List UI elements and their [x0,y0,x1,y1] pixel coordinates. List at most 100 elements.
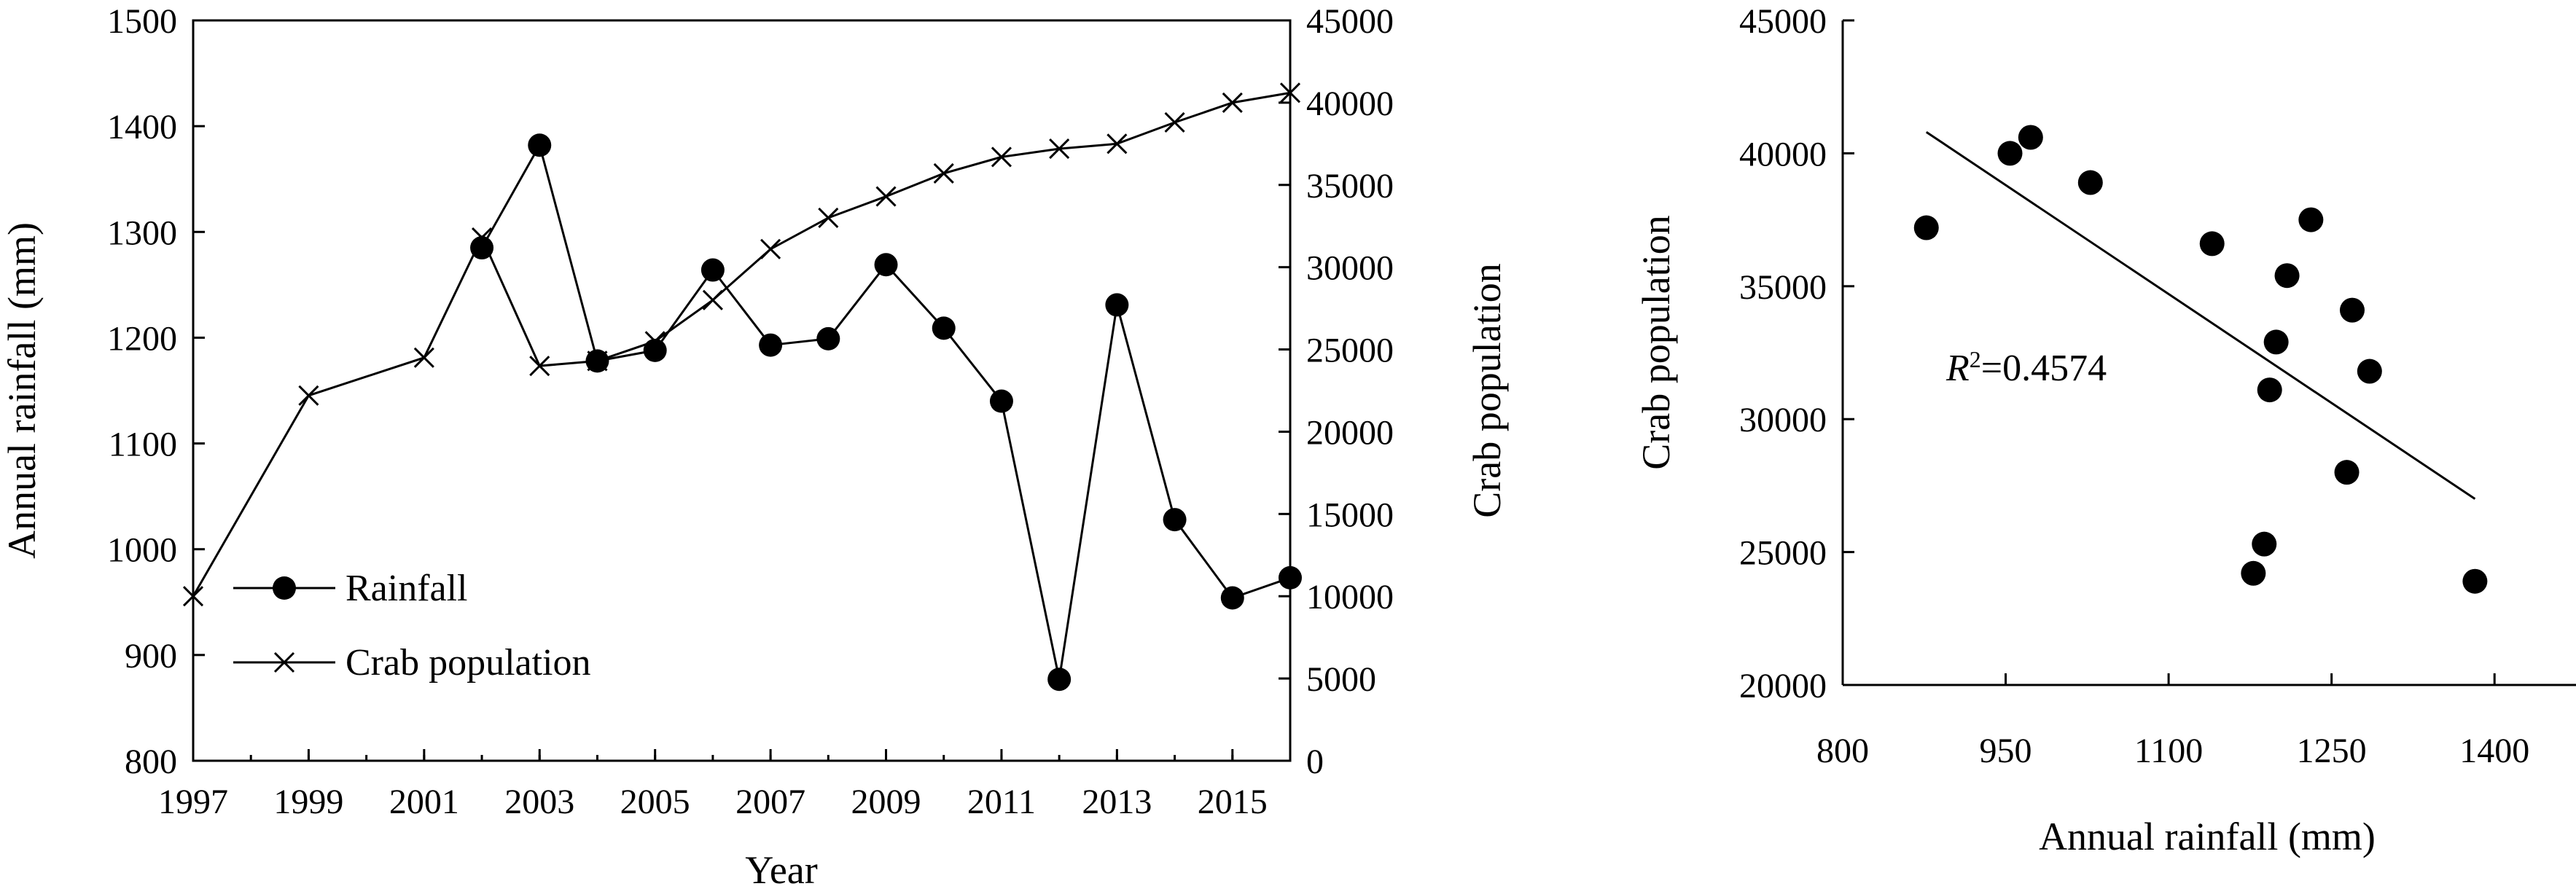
crab-point-2006 [702,289,723,310]
y2-tick-label-30000: 30000 [1306,249,1394,288]
scatter-point-4 [2077,170,2103,195]
crab-point-2016 [1279,82,1301,103]
y-tick-label-1500: 1500 [107,2,177,41]
legend-crab-label: Crab population [346,642,591,684]
scatter-point-6 [2241,560,2266,586]
crab-point-2012 [1049,138,1070,160]
scatter-point-14 [2357,359,2382,384]
y2-tick-label-35000: 35000 [1306,167,1394,205]
x-tick-label-2011: 2011 [967,783,1036,821]
scatter-point-2 [1997,141,2023,166]
legend-rainfall-label: Rainfall [346,568,468,609]
y2-tick-label-10000: 10000 [1306,578,1394,616]
scatter-x-tick-label-950: 950 [1980,732,2032,770]
rainfall-point-2007 [759,333,783,357]
x-tick-label-2013: 2013 [1082,783,1152,821]
x-tick-label-1999: 1999 [273,783,343,821]
x-tick-label-1997: 1997 [158,783,228,821]
legend-rainfall-marker [273,576,296,600]
crab-point-2011 [991,146,1012,168]
line-chart-legend: Rainfall Crab population [233,568,591,684]
crab-point-2001 [413,347,434,368]
scatter-y-tick-label-40000: 40000 [1739,135,1827,173]
line-chart-series [182,82,1302,692]
rainfall-point-2011 [989,389,1013,413]
scatter-x-tick-label-1100: 1100 [2134,732,2203,770]
rainfall-line [480,142,1291,680]
crab-population-line [192,91,1291,597]
scatter-chart: 800 950 1100 1250 1400 20000 25000 30000 35000 4… [1634,2,2576,858]
scatter-points [1913,125,2488,594]
scatter-point-5 [2199,231,2225,256]
crab-point-2003 [529,356,550,377]
rainfall-point-2014 [1163,508,1187,532]
crab-point-2013 [1106,133,1128,154]
rainfall-point-2006 [700,258,725,282]
crab-point-1997 [182,586,204,607]
y2-tick-label-25000: 25000 [1306,332,1394,370]
line-chart-x-axis: 1997 1999 2001 2003 2005 2007 2009 2011 2013 2015 [158,749,1292,821]
line-chart-y-axis-left: 800 900 1000 1100 1200 1300 1400 1500 [107,2,205,781]
y-tick-label-1300: 1300 [107,214,177,252]
rainfall-point-2016 [1279,565,1302,590]
x-tick-label-2007: 2007 [735,783,805,821]
scatter-y-tick-label-25000: 25000 [1739,534,1827,573]
scatter-y-tick-label-35000: 35000 [1739,268,1827,307]
line-chart-y2-axis-title: Crab population [1465,263,1509,517]
line-chart-plot-frame [192,19,1292,762]
y-tick-label-800: 800 [125,743,177,781]
y2-tick-label-5000: 5000 [1306,660,1376,699]
r-squared-annotation: R2=0.4574 [1945,346,2107,389]
rainfall-point-2008 [816,326,840,350]
x-tick-label-2015: 2015 [1198,783,1268,821]
line-chart-x-axis-title: Year [745,848,818,889]
scatter-point-9 [2263,329,2289,355]
scatter-point-10 [2274,263,2300,289]
rainfall-point-2004 [585,349,609,373]
scatter-x-axis-title: Annual rainfall (mm) [2039,815,2376,858]
line-chart: 1997 1999 2001 2003 2005 2007 2009 2011 2013 2015… [0,2,1509,889]
scatter-y-axis: 20000 25000 30000 35000 40000 45000 [1739,2,1854,705]
x-tick-label-2001: 2001 [389,783,459,821]
y2-tick-label-45000: 45000 [1306,2,1394,41]
scatter-point-7 [2252,531,2277,557]
y2-tick-label-20000: 20000 [1306,413,1394,452]
scatter-x-tick-label-800: 800 [1816,732,1869,770]
scatter-trendline [1925,130,2476,500]
scatter-x-axis: 800 950 1100 1250 1400 [1816,673,2529,770]
scatter-point-8 [2257,377,2282,403]
crab-point-1999 [298,385,319,406]
y-tick-label-1000: 1000 [107,531,177,570]
scatter-point-11 [2298,207,2324,232]
y-tick-label-900: 900 [125,637,177,675]
rainfall-point-2003 [528,133,552,157]
line-chart-y-axis-title: Annual rainfall (mm) [0,222,44,559]
crab-point-2008 [818,207,839,228]
scatter-y-tick-label-30000: 30000 [1739,401,1827,439]
x-tick-label-2009: 2009 [851,783,921,821]
crab-point-2007 [760,238,781,259]
y-tick-label-1400: 1400 [107,108,177,146]
y2-tick-label-0: 0 [1306,743,1324,781]
scatter-trendline-group [1925,130,2476,500]
rainfall-point-2010 [932,316,956,340]
scatter-y-axis-title: Crab population [1634,215,1678,469]
crab-point-2009 [875,186,897,207]
rainfall-point-2012 [1047,667,1072,692]
scatter-point-15 [2462,568,2488,594]
y-tick-label-1100: 1100 [109,426,177,464]
y2-tick-label-40000: 40000 [1306,85,1394,123]
scatter-y-tick-label-45000: 45000 [1739,2,1827,41]
rainfall-point-2013 [1105,293,1129,317]
line-chart-y-axis-right: 0 5000 10000 15000 20000 25000 30000 35000 40000… [1279,2,1394,781]
scatter-point-12 [2334,460,2360,485]
rainfall-point-2005 [643,338,667,362]
crab-point-2015 [1222,92,1243,113]
legend-crab-marker [273,651,295,673]
y-tick-label-1200: 1200 [107,319,177,358]
x-tick-label-2005: 2005 [620,783,690,821]
crab-point-2010 [933,162,954,184]
rainfall-point-2002 [470,236,494,260]
crab-point-2014 [1164,111,1185,133]
